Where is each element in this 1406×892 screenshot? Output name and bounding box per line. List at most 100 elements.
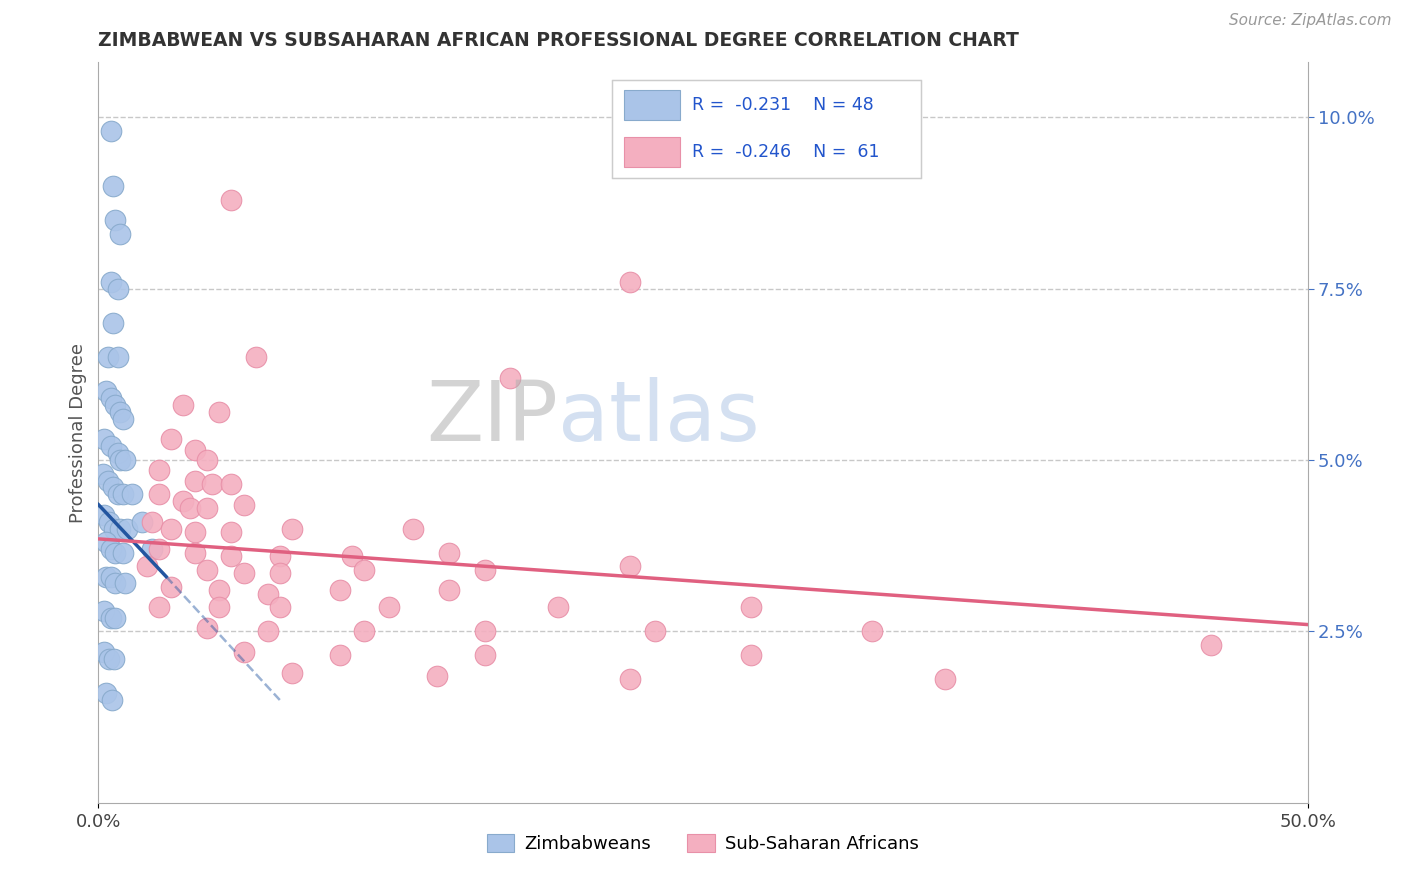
Point bbox=[160, 522, 183, 536]
Point bbox=[619, 275, 641, 289]
Point bbox=[184, 474, 207, 488]
Point bbox=[121, 487, 143, 501]
Point bbox=[104, 610, 127, 624]
Point bbox=[94, 535, 117, 549]
Point bbox=[107, 282, 129, 296]
Point bbox=[91, 467, 114, 481]
Point bbox=[148, 487, 170, 501]
Text: Source: ZipAtlas.com: Source: ZipAtlas.com bbox=[1229, 13, 1392, 29]
Point bbox=[269, 566, 291, 581]
Point bbox=[281, 522, 304, 536]
Point bbox=[101, 178, 124, 193]
Point bbox=[172, 494, 194, 508]
Point bbox=[93, 433, 115, 447]
Point bbox=[269, 600, 291, 615]
Point bbox=[208, 583, 231, 598]
Point bbox=[104, 398, 127, 412]
Y-axis label: Professional Degree: Professional Degree bbox=[69, 343, 87, 523]
Point bbox=[377, 600, 399, 615]
Point bbox=[93, 645, 115, 659]
Point bbox=[437, 545, 460, 559]
Point bbox=[208, 405, 231, 419]
Point bbox=[104, 213, 127, 227]
Point bbox=[100, 569, 122, 583]
Point bbox=[148, 463, 170, 477]
Point bbox=[108, 405, 131, 419]
Bar bbox=[624, 137, 679, 167]
Point bbox=[934, 673, 956, 687]
Point bbox=[342, 549, 364, 563]
Point bbox=[104, 545, 127, 559]
Point bbox=[1199, 638, 1222, 652]
Point bbox=[148, 600, 170, 615]
Point bbox=[437, 583, 460, 598]
Legend: Zimbabweans, Sub-Saharan Africans: Zimbabweans, Sub-Saharan Africans bbox=[479, 827, 927, 861]
Point bbox=[245, 350, 267, 364]
Point bbox=[179, 501, 201, 516]
Point bbox=[281, 665, 304, 680]
Point bbox=[329, 583, 352, 598]
Point bbox=[201, 477, 224, 491]
Point bbox=[94, 686, 117, 700]
Point bbox=[101, 480, 124, 494]
Point bbox=[221, 193, 243, 207]
Point bbox=[93, 604, 115, 618]
Point bbox=[141, 542, 163, 557]
Point bbox=[117, 522, 139, 536]
Point bbox=[93, 508, 115, 522]
Point bbox=[426, 669, 449, 683]
Point bbox=[232, 498, 254, 512]
Point bbox=[100, 124, 122, 138]
Point bbox=[141, 515, 163, 529]
Point bbox=[195, 453, 218, 467]
Point bbox=[108, 522, 131, 536]
Point bbox=[104, 576, 127, 591]
Point bbox=[256, 624, 278, 639]
Point bbox=[107, 350, 129, 364]
Point bbox=[131, 515, 153, 529]
Point bbox=[111, 545, 134, 559]
Point bbox=[148, 542, 170, 557]
Text: ZIP: ZIP bbox=[426, 377, 558, 458]
Point bbox=[184, 545, 207, 559]
Point bbox=[256, 587, 278, 601]
Point bbox=[221, 524, 243, 539]
Point bbox=[94, 569, 117, 583]
Point bbox=[108, 227, 131, 241]
Point bbox=[100, 439, 122, 453]
Point bbox=[221, 549, 243, 563]
Point bbox=[195, 563, 218, 577]
Point bbox=[644, 624, 666, 639]
Bar bbox=[624, 90, 679, 120]
Point bbox=[100, 610, 122, 624]
Point bbox=[111, 487, 134, 501]
Point bbox=[94, 384, 117, 399]
Point bbox=[474, 624, 496, 639]
Point bbox=[402, 522, 425, 536]
Point bbox=[740, 600, 762, 615]
Point bbox=[101, 316, 124, 330]
Point bbox=[100, 275, 122, 289]
Point bbox=[114, 453, 136, 467]
Point bbox=[100, 693, 122, 707]
Point bbox=[100, 542, 122, 557]
Point bbox=[103, 652, 125, 666]
Point bbox=[353, 624, 375, 639]
Point bbox=[195, 621, 218, 635]
Text: R =  -0.246    N =  61: R = -0.246 N = 61 bbox=[692, 143, 880, 161]
Point bbox=[547, 600, 569, 615]
Point bbox=[100, 392, 122, 406]
Point bbox=[195, 501, 218, 516]
Point bbox=[160, 433, 183, 447]
Point bbox=[184, 524, 207, 539]
Point bbox=[135, 559, 157, 574]
Point bbox=[103, 522, 125, 536]
Point bbox=[498, 371, 520, 385]
Point bbox=[619, 559, 641, 574]
Point bbox=[97, 474, 120, 488]
Point bbox=[329, 648, 352, 663]
Point bbox=[111, 412, 134, 426]
Point bbox=[474, 563, 496, 577]
Text: R =  -0.231    N = 48: R = -0.231 N = 48 bbox=[692, 95, 873, 114]
Point bbox=[108, 453, 131, 467]
